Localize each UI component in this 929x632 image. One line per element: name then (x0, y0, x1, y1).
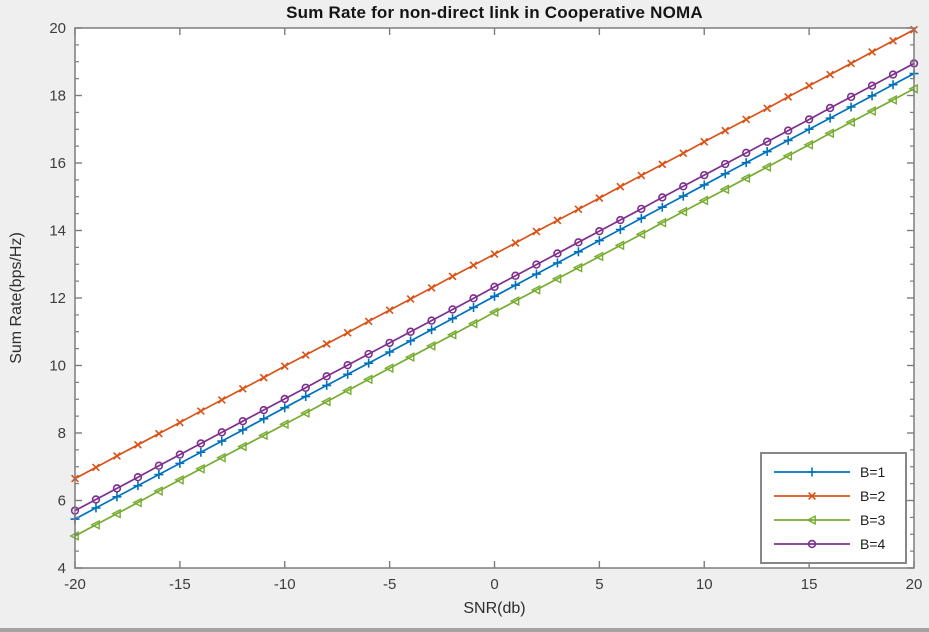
x-line-sample-icon (774, 492, 850, 500)
y-tick-label: 18 (49, 88, 66, 105)
plus-line-sample-icon (774, 467, 850, 477)
x-tick-label: 20 (906, 576, 923, 593)
series-B=1 (70, 69, 919, 524)
circle-line-sample-icon (774, 539, 850, 549)
legend-entry-B=3: B=3 (772, 511, 905, 529)
x-tick-label: 5 (595, 576, 603, 593)
y-axis-ticks: 4 6 8 10 12 14 16 18 20 (49, 20, 914, 577)
x-tick-label: 0 (490, 576, 498, 593)
y-tick-label: 4 (58, 560, 66, 577)
y-axis-label: Sum Rate(bps/Hz) (8, 232, 25, 364)
x-tick-label: -10 (274, 576, 296, 593)
x-tick-label: -20 (64, 576, 86, 593)
x-tick-label: 10 (696, 576, 713, 593)
legend-label: B=2 (860, 488, 886, 504)
y-tick-label: 12 (49, 290, 66, 307)
series-B=4 (70, 59, 919, 515)
legend-entry-B=2: B=2 (772, 487, 905, 505)
legend-entry-B=4: B=4 (772, 535, 905, 553)
y-tick-label: 14 (49, 223, 66, 240)
series-B=2 (71, 25, 918, 483)
y-tick-label: 6 (58, 493, 66, 510)
triangle-left-line-sample-icon (774, 515, 850, 525)
y-tick-label: 10 (49, 358, 66, 375)
legend-label: B=4 (860, 536, 886, 552)
legend-label: B=1 (860, 464, 886, 480)
y-tick-label: 16 (49, 155, 66, 172)
x-axis-ticks: -20 -15 -10 -5 0 5 10 15 20 (64, 28, 922, 593)
window-bottom-edge (0, 628, 929, 632)
x-tick-label: 15 (801, 576, 818, 593)
x-tick-label: -15 (169, 576, 191, 593)
series-B=3 (69, 83, 918, 541)
legend-label: B=3 (860, 512, 886, 528)
x-axis-label: SNR(db) (463, 600, 526, 617)
y-tick-label: 20 (49, 20, 66, 37)
y-tick-label: 8 (58, 425, 66, 442)
legend-entry-B=1: B=1 (772, 463, 905, 481)
legend: B=1 B=2 B=3 B=4 (760, 452, 907, 564)
x-tick-label: -5 (383, 576, 396, 593)
chart-title: Sum Rate for non-direct link in Cooperat… (286, 3, 703, 22)
